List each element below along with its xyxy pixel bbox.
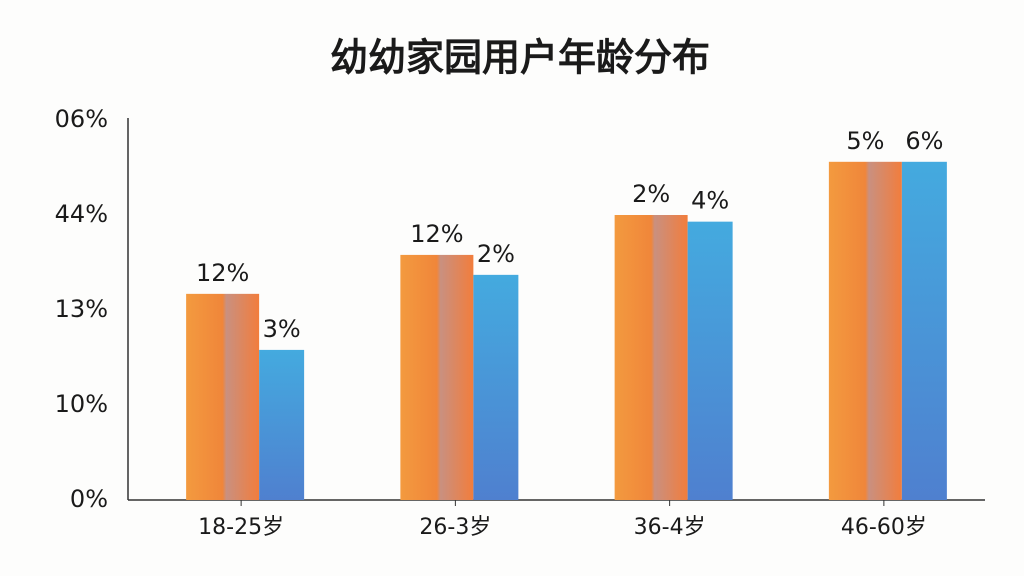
bar bbox=[901, 161, 947, 501]
chart-title: 幼幼家园用户年龄分布 bbox=[330, 36, 710, 80]
value-label: 12% bbox=[410, 220, 463, 248]
x-tick-label: 26-3岁 bbox=[419, 515, 491, 540]
bar bbox=[828, 161, 902, 501]
bar bbox=[614, 215, 688, 500]
value-label: 6% bbox=[905, 127, 943, 155]
bar bbox=[687, 221, 733, 500]
x-tick-label: 18-25岁 bbox=[198, 515, 284, 540]
y-tick-label: 44% bbox=[55, 200, 108, 228]
y-tick-label: 13% bbox=[55, 295, 108, 323]
y-tick-label: 0% bbox=[70, 485, 108, 513]
value-label: 5% bbox=[846, 127, 884, 155]
value-label: 4% bbox=[691, 187, 729, 215]
value-label: 2% bbox=[477, 240, 515, 268]
x-tick-label: 46-60岁 bbox=[841, 515, 927, 540]
y-tick-label: 10% bbox=[55, 390, 108, 418]
value-label: 3% bbox=[263, 315, 301, 343]
value-label: 12% bbox=[196, 259, 249, 287]
value-label: 2% bbox=[632, 180, 670, 208]
x-tick-label: 36-4岁 bbox=[634, 515, 706, 540]
bar bbox=[473, 274, 519, 500]
bar bbox=[400, 254, 474, 500]
bar bbox=[186, 293, 260, 500]
bar bbox=[259, 349, 305, 500]
y-tick-label: 06% bbox=[55, 105, 108, 133]
